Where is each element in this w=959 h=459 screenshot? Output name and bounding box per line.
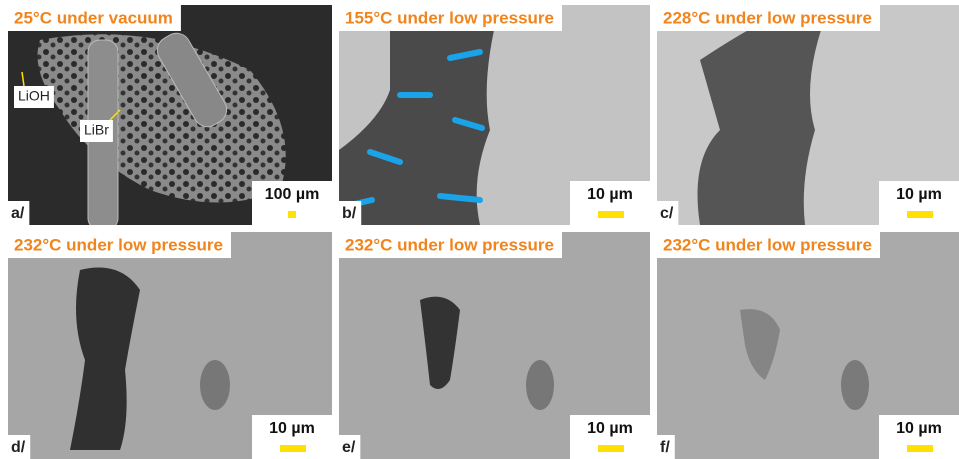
spot	[526, 360, 554, 410]
panel: 232°C under low pressure e/10 µm	[339, 232, 650, 459]
scale-bar	[288, 211, 296, 218]
panel-label: f/	[660, 439, 670, 456]
panel-title: 25°C under vacuum	[14, 8, 173, 27]
arrow	[440, 196, 480, 200]
panel: 232°C under low pressure d/10 µm	[8, 232, 332, 459]
panel-title: 232°C under low pressure	[663, 235, 872, 254]
scale-bar	[598, 211, 624, 218]
panel-label: d/	[11, 439, 26, 456]
scale-bar	[907, 445, 933, 452]
scale-bar	[598, 445, 624, 452]
scale-bar	[907, 211, 933, 218]
scale-bar-label: 10 µm	[269, 420, 315, 437]
annotation: LiOH	[18, 88, 50, 104]
spot	[200, 360, 230, 410]
figure: 25°C under vacuum a/100 µm LiOH LiBr 155°C u…	[0, 0, 959, 459]
panel-title: 232°C under low pressure	[345, 235, 554, 254]
scale-bar-label: 10 µm	[587, 420, 633, 437]
annotation: LiBr	[84, 122, 109, 138]
panel: 25°C under vacuum a/100 µm LiOH LiBr	[8, 5, 332, 230]
panel: 232°C under low pressure f/10 µm	[657, 232, 959, 459]
panel-label: c/	[660, 205, 674, 222]
panel: 228°C under low pressure c/10 µm	[657, 5, 959, 225]
panel-label: b/	[342, 205, 357, 222]
scale-bar-label: 10 µm	[896, 186, 942, 203]
scale-bar-label: 100 µm	[265, 186, 320, 203]
spot	[841, 360, 869, 410]
scale-bar-label: 10 µm	[896, 420, 942, 437]
panel: 155°C under low pressure b/10 µm	[339, 5, 650, 225]
panel-title: 232°C under low pressure	[14, 235, 223, 254]
panel-title: 228°C under low pressure	[663, 8, 872, 27]
panel-label: e/	[342, 439, 356, 456]
panel-title: 155°C under low pressure	[345, 8, 554, 27]
scale-bar-label: 10 µm	[587, 186, 633, 203]
scale-bar	[280, 445, 306, 452]
panel-label: a/	[11, 205, 25, 222]
